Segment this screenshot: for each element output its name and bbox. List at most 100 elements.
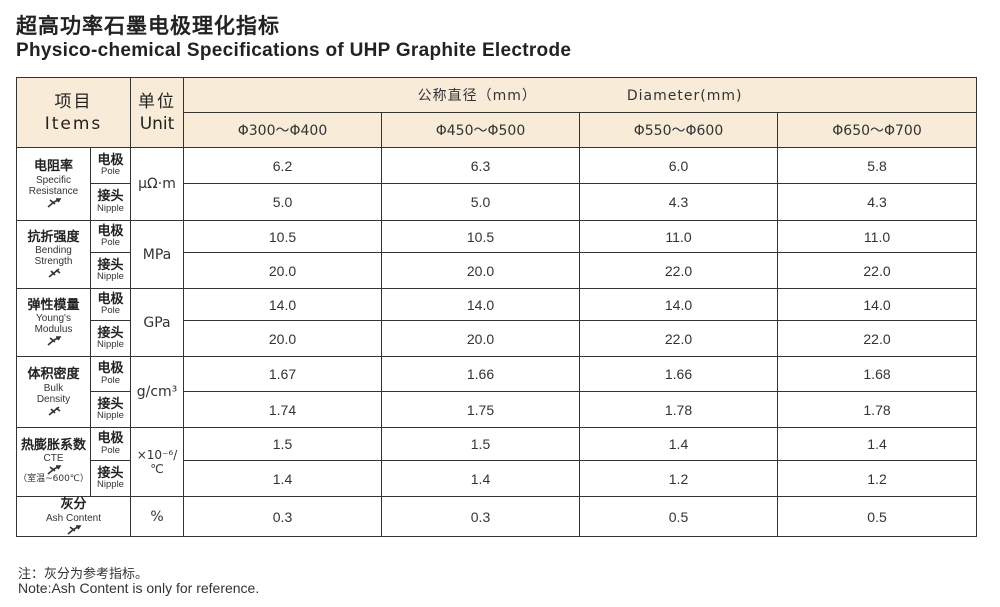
value-cell: 0.5: [776, 496, 978, 537]
table-row: 接头 Nipple 1.4 1.4 1.2 1.2: [17, 460, 978, 497]
value-cell: 20.0: [183, 252, 382, 289]
items-header-cn: 项目: [54, 91, 93, 112]
note-cn: 注：灰分为参考指标。: [18, 567, 149, 582]
value-cell: 10.5: [183, 220, 382, 253]
table-row: 电阻率 Specific Resistance 电极 Pole μΩ·m 6.2 …: [16, 147, 978, 221]
sub-label-pole: 电极 Pole: [90, 147, 131, 184]
value-cell: 1.4: [381, 460, 580, 497]
value-cell: 1.74: [183, 391, 382, 428]
value-cell: 1.4: [579, 427, 778, 461]
property-name: 电阻率 Specific Resistance: [16, 147, 91, 221]
value-cell: 22.0: [579, 252, 778, 289]
table-row: 弹性模量 Young's Modulus 电极 Pole GPa 14.0 14.…: [16, 288, 978, 357]
sub-label-pole: 电极 Pole: [90, 427, 131, 461]
arrow-icon: [46, 465, 61, 475]
value-cell: 6.0: [579, 147, 778, 184]
sub-label-nipple: 接头 Nipple: [90, 320, 131, 357]
spec-table: 项目 Items 单位 Unit 公称直径（mm） Diameter(mm) Φ3…: [16, 77, 978, 537]
diameter-header: 公称直径（mm） Diameter(mm): [182, 77, 978, 113]
value-cell: 11.0: [776, 220, 978, 253]
value-cell: 11.0: [579, 220, 778, 253]
value-cell: 14.0: [776, 288, 978, 321]
arrow-icon: [46, 336, 61, 346]
note-en: Note:Ash Content is only for reference.: [18, 580, 260, 596]
value-cell: 1.4: [776, 427, 978, 461]
value-cell: 1.2: [776, 460, 978, 497]
arrow-icon: [46, 197, 61, 208]
value-cell: 4.3: [776, 183, 978, 221]
value-cell: 4.3: [579, 183, 778, 221]
value-cell: 22.0: [776, 320, 978, 357]
unit-cell: μΩ·m: [130, 147, 184, 221]
unit-cell: g/cm³: [130, 356, 184, 428]
unit-header-cn: 单位: [138, 91, 176, 112]
arrow-icon: [48, 268, 60, 278]
unit-cell: %: [130, 496, 184, 537]
value-cell: 5.8: [776, 147, 978, 184]
range-header: Φ450～Φ500: [381, 112, 580, 148]
items-header: 项目 Items: [16, 77, 131, 148]
value-cell: 14.0: [183, 288, 382, 321]
value-cell: 14.0: [381, 288, 580, 321]
value-cell: 6.3: [381, 147, 580, 184]
value-cell: 20.0: [381, 320, 580, 357]
value-cell: 14.0: [579, 288, 778, 321]
sub-label-nipple: 接头 Nipple: [90, 391, 131, 428]
diameter-header-en: Diameter(mm): [626, 88, 743, 104]
value-cell: 1.75: [381, 391, 580, 428]
property-name: 弹性模量 Young's Modulus: [16, 288, 91, 357]
value-cell: 1.66: [579, 356, 778, 392]
sub-label-nipple: 接头 Nipple: [90, 183, 131, 221]
value-cell: 6.2: [183, 147, 382, 184]
header-row-1: 项目 Items 单位 Unit 公称直径（mm） Diameter(mm): [16, 77, 978, 148]
table-row: 体积密度 Bulk Density 电极 Pole g/cm³ 1.67 1.66…: [16, 356, 978, 428]
sub-label-pole: 电极 Pole: [90, 356, 131, 392]
table-row: 灰分 Ash Content % 0.3 0.3 0.5 0.5: [16, 496, 978, 537]
property-name: 热膨胀系数 CTE （室温~600℃）: [16, 427, 91, 497]
value-cell: 1.68: [776, 356, 978, 392]
table-row: 接头 Nipple 20.0 20.0 22.0 22.0: [17, 320, 978, 357]
range-header: Φ550～Φ600: [579, 112, 778, 148]
unit-cell: MPa: [130, 220, 184, 289]
diameter-header-cn: 公称直径（mm）: [417, 88, 537, 104]
value-cell: 22.0: [776, 252, 978, 289]
value-cell: 1.66: [381, 356, 580, 392]
table-row: 接头 Nipple 1.74 1.75 1.78 1.78: [17, 391, 978, 428]
value-cell: 20.0: [381, 252, 580, 289]
property-name: 抗折强度 Bending Strength: [16, 220, 91, 289]
value-cell: 20.0: [183, 320, 382, 357]
unit-cell: ×10⁻⁶/℃: [130, 427, 184, 497]
value-cell: 5.0: [381, 183, 580, 221]
page-title-en: Physico-chemical Specifications of UHP G…: [16, 40, 572, 61]
range-header: Φ650～Φ700: [776, 112, 978, 148]
value-cell: 5.0: [183, 183, 382, 221]
value-cell: 1.78: [579, 391, 778, 428]
property-name: 体积密度 Bulk Density: [16, 356, 91, 428]
range-header: Φ300～Φ400: [183, 112, 382, 148]
value-cell: 1.67: [183, 356, 382, 392]
table-row: 接头 Nipple 5.0 5.0 4.3 4.3: [17, 183, 978, 221]
unit-cell: GPa: [130, 288, 184, 357]
value-cell: 0.3: [381, 496, 580, 537]
table-row: 热膨胀系数 CTE （室温~600℃） 电极 Pole ×10⁻⁶/℃ 1.5 1…: [16, 427, 978, 497]
value-cell: 22.0: [579, 320, 778, 357]
unit-header-en: Unit: [139, 113, 175, 134]
value-cell: 1.5: [381, 427, 580, 461]
property-name-ash: 灰分 Ash Content: [16, 496, 131, 537]
table-row: 抗折强度 Bending Strength 电极 Pole MPa 10.5 10…: [16, 220, 978, 289]
sub-label-pole: 电极 Pole: [90, 220, 131, 253]
value-cell: 0.3: [183, 496, 382, 537]
page-title-cn: 超高功率石墨电极理化指标: [16, 14, 280, 38]
unit-header: 单位 Unit: [130, 77, 184, 148]
sub-label-nipple: 接头 Nipple: [90, 252, 131, 289]
sub-label-pole: 电极 Pole: [90, 288, 131, 321]
value-cell: 1.2: [579, 460, 778, 497]
arrow-icon: [66, 524, 81, 535]
value-cell: 1.4: [183, 460, 382, 497]
table-row: 接头 Nipple 20.0 20.0 22.0 22.0: [17, 252, 978, 289]
value-cell: 0.5: [579, 496, 778, 537]
header-row-2: Φ300～Φ400 Φ450～Φ500 Φ550～Φ600 Φ650～Φ700: [17, 112, 978, 148]
value-cell: 1.5: [183, 427, 382, 461]
value-cell: 1.78: [776, 391, 978, 428]
value-cell: 10.5: [381, 220, 580, 253]
